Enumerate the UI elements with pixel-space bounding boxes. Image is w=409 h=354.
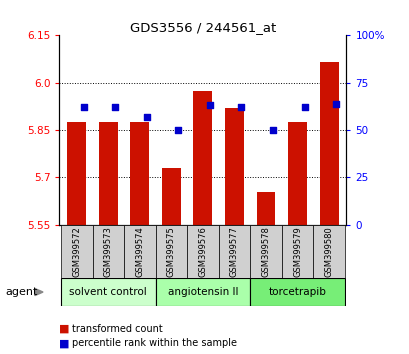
Text: GSM399579: GSM399579 xyxy=(292,226,301,277)
Bar xyxy=(281,225,312,278)
Point xyxy=(112,104,118,110)
Point xyxy=(175,127,181,133)
Bar xyxy=(124,225,155,278)
Text: torcetrapib: torcetrapib xyxy=(268,287,326,297)
Bar xyxy=(319,62,338,225)
Bar xyxy=(155,278,249,306)
Polygon shape xyxy=(35,289,43,296)
Text: GSM399574: GSM399574 xyxy=(135,226,144,277)
Text: GSM399575: GSM399575 xyxy=(166,226,175,277)
Bar xyxy=(218,225,249,278)
Bar xyxy=(193,91,212,225)
Bar xyxy=(155,225,187,278)
Bar xyxy=(249,225,281,278)
Bar xyxy=(92,225,124,278)
Bar xyxy=(67,122,86,225)
Text: angiotensin II: angiotensin II xyxy=(167,287,238,297)
Bar xyxy=(187,225,218,278)
Text: agent: agent xyxy=(5,287,38,297)
Bar xyxy=(312,225,344,278)
Text: GSM399578: GSM399578 xyxy=(261,226,270,277)
Bar xyxy=(256,192,275,225)
Point xyxy=(238,104,244,110)
Text: GSM399572: GSM399572 xyxy=(72,226,81,277)
Text: ■: ■ xyxy=(59,324,70,333)
Point xyxy=(269,127,276,133)
Bar xyxy=(61,278,155,306)
Title: GDS3556 / 244561_at: GDS3556 / 244561_at xyxy=(130,21,275,34)
Text: GSM399576: GSM399576 xyxy=(198,226,207,277)
Text: percentile rank within the sample: percentile rank within the sample xyxy=(72,338,236,348)
Bar xyxy=(130,122,149,225)
Bar xyxy=(288,122,306,225)
Text: GSM399580: GSM399580 xyxy=(324,226,333,277)
Bar xyxy=(99,122,117,225)
Bar xyxy=(225,108,243,225)
Point xyxy=(80,104,87,110)
Bar xyxy=(162,168,180,225)
Bar xyxy=(249,278,344,306)
Text: solvent control: solvent control xyxy=(69,287,147,297)
Text: GSM399577: GSM399577 xyxy=(229,226,238,277)
Text: transformed count: transformed count xyxy=(72,324,162,333)
Point xyxy=(206,103,213,108)
Point xyxy=(143,114,150,120)
Point xyxy=(332,101,339,107)
Bar xyxy=(61,225,92,278)
Text: GSM399573: GSM399573 xyxy=(103,226,112,277)
Point xyxy=(301,104,307,110)
Text: ■: ■ xyxy=(59,338,70,348)
